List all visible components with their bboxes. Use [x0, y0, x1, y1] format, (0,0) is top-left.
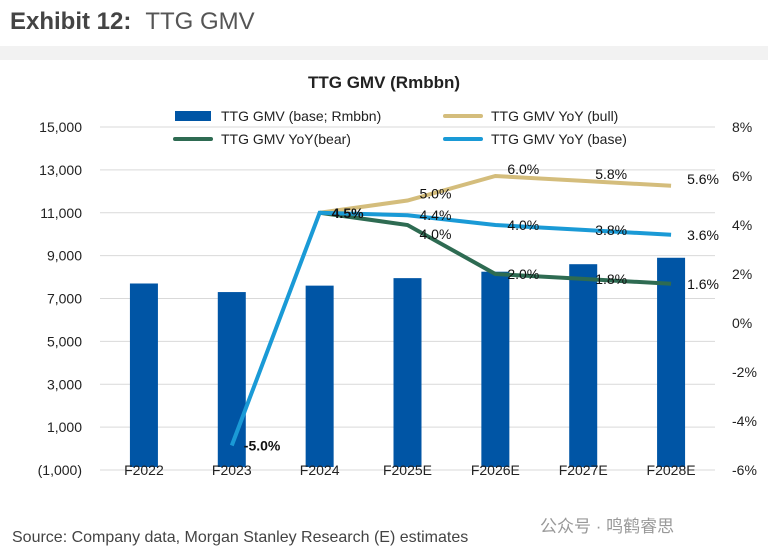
x-tick-label: F2022 [124, 462, 164, 478]
data-label: 6.0% [507, 161, 539, 177]
legend-swatch [175, 111, 211, 121]
x-tick-label: F2026E [471, 462, 520, 478]
data-label: 1.8% [595, 271, 627, 287]
left-tick-label: (1,000) [38, 462, 82, 478]
line-ttg-gmv-yoy-bear- [319, 210, 672, 286]
data-label: 3.6% [687, 227, 719, 243]
bar-F2027E [569, 264, 598, 467]
right-tick-label: -4% [732, 413, 757, 429]
exhibit-title: Exhibit 12: TTG GMV [10, 8, 255, 36]
bar-F2022 [129, 283, 158, 467]
right-tick-label: 2% [732, 266, 752, 282]
line-ttg-gmv-yoy-bull- [319, 173, 672, 215]
x-tick-label: F2027E [559, 462, 608, 478]
left-tick-label: 7,000 [47, 291, 82, 307]
header-band [0, 46, 768, 60]
x-tick-label: F2025E [383, 462, 432, 478]
data-label: 4.4% [420, 207, 452, 223]
right-tick-label: 6% [732, 168, 752, 184]
left-tick-label: 3,000 [47, 376, 82, 392]
data-label: 4.0% [507, 217, 539, 233]
watermark: 公众号 · 鸣鹤睿思 [540, 517, 675, 536]
data-label: 3.8% [595, 222, 627, 238]
legend-label: TTG GMV YoY (bull) [491, 108, 618, 124]
right-tick-label: 8% [732, 119, 752, 135]
data-label: 5.8% [595, 166, 627, 182]
source-note: Source: Company data, Morgan Stanley Res… [12, 529, 469, 546]
bar-F2024 [305, 285, 334, 467]
legend-label: TTG GMV YoY(bear) [221, 131, 351, 147]
right-tick-label: 4% [732, 217, 752, 233]
data-label: -5.0% [244, 438, 281, 454]
bar-F2025E [393, 278, 422, 467]
left-tick-label: 13,000 [39, 162, 82, 178]
data-label: 5.6% [687, 171, 719, 187]
right-tick-label: -2% [732, 364, 757, 380]
data-label: 5.0% [420, 186, 452, 202]
data-label: 4.0% [420, 226, 452, 242]
right-tick-label: -6% [732, 462, 757, 478]
exhibit-name: TTG GMV [145, 8, 255, 35]
left-tick-label: 1,000 [47, 419, 82, 435]
left-tick-label: 11,000 [40, 205, 82, 221]
x-tick-label: F2028E [647, 462, 696, 478]
bar-F2026E [481, 271, 510, 467]
bar-F2023 [217, 292, 246, 467]
x-tick-label: F2024 [300, 462, 340, 478]
left-tick-label: 9,000 [47, 248, 82, 264]
line-ttg-gmv-yoy-base- [229, 210, 672, 447]
x-tick-label: F2023 [212, 462, 252, 478]
data-label: 4.5% [332, 205, 364, 221]
bar-F2028E [657, 257, 686, 467]
left-tick-label: 5,000 [47, 333, 82, 349]
data-label: 2.0% [507, 266, 539, 282]
left-tick-label: 15,000 [39, 119, 82, 135]
legend-label: TTG GMV (base; Rmbbn) [221, 108, 381, 124]
right-tick-label: 0% [732, 315, 752, 331]
legend-label: TTG GMV YoY (base) [491, 131, 627, 147]
data-label: 1.6% [687, 276, 719, 292]
exhibit-number: Exhibit 12: [10, 8, 132, 35]
chart-title: TTG GMV (Rmbbn) [308, 73, 460, 92]
